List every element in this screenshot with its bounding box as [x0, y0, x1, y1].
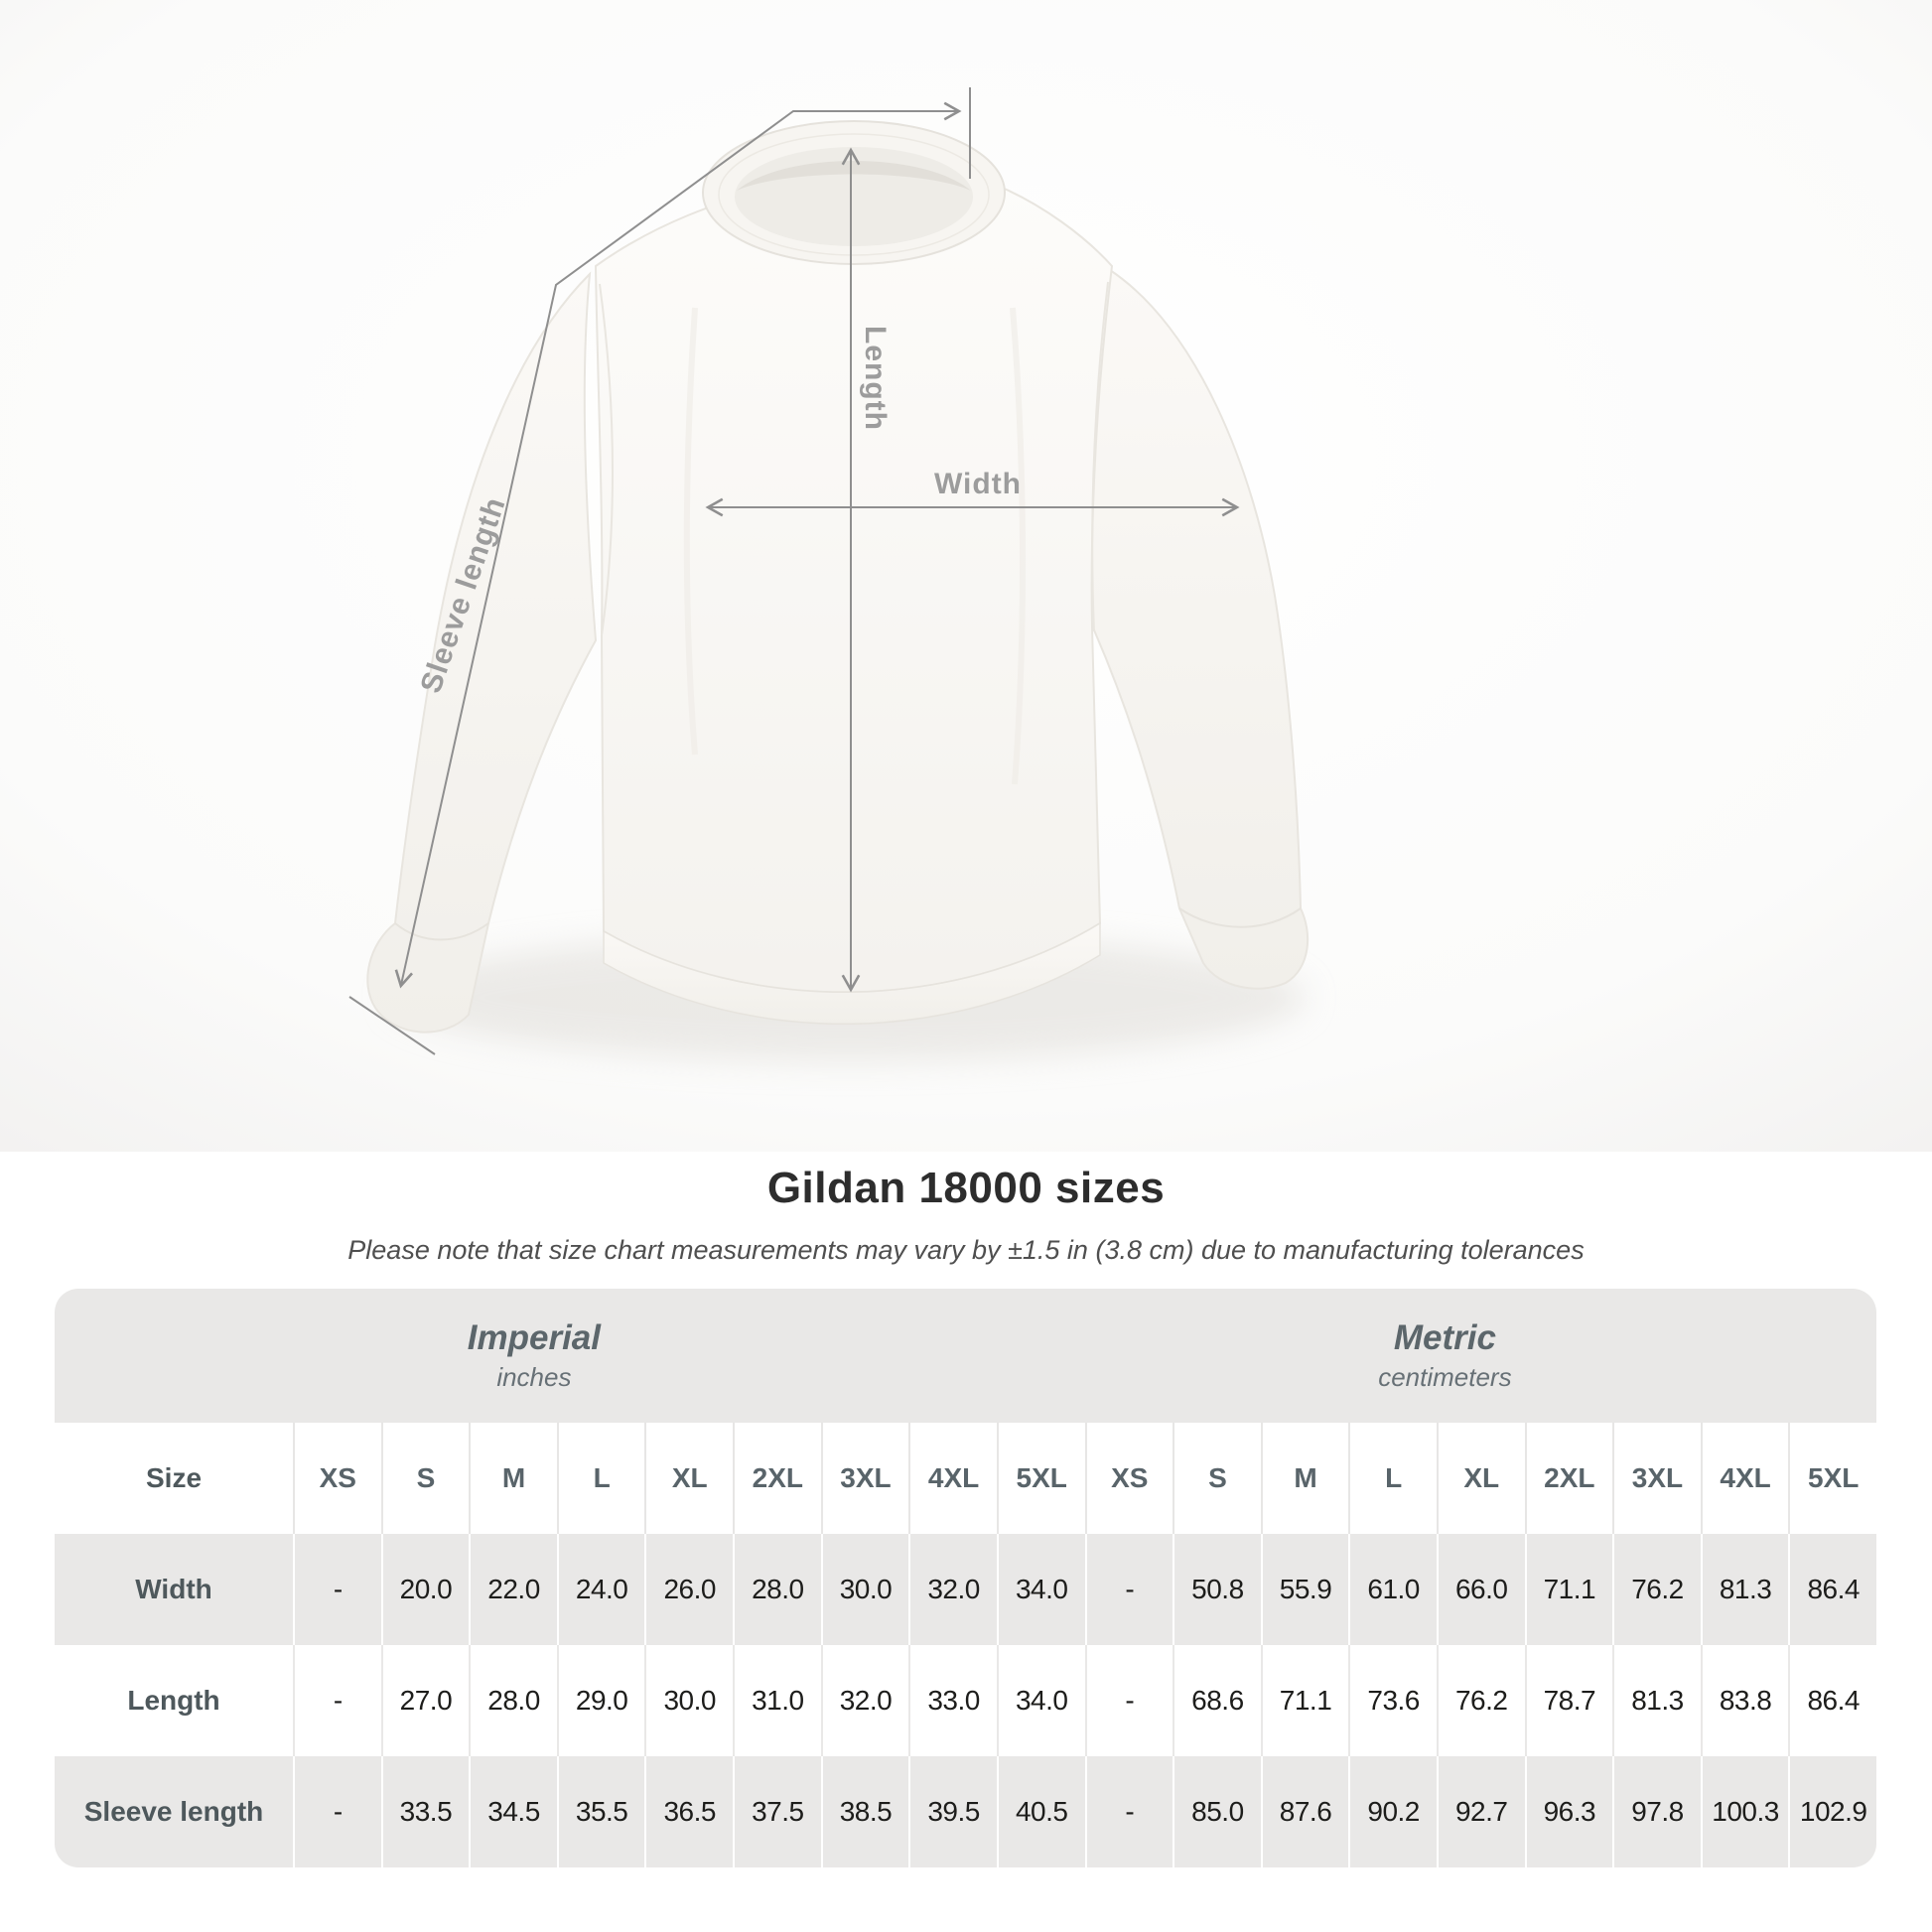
value-cell-imperial: 22.0 — [469, 1534, 557, 1645]
value-cell-metric: 76.2 — [1436, 1645, 1525, 1756]
value-cell-metric: 76.2 — [1612, 1534, 1701, 1645]
measurement-annotations — [348, 87, 1240, 1055]
size-col-metric-s: S — [1173, 1423, 1261, 1534]
sweatshirt-illustration: Length Width Sleeve length — [0, 0, 1932, 1152]
row-label: Length — [127, 1685, 220, 1716]
unit-group-header-row: Imperial inches Metric centimeters — [55, 1289, 1876, 1423]
value-cell-metric: 81.3 — [1612, 1645, 1701, 1756]
table-row-length: Length -27.0 28.0 29.0 30.0 31.0 32.0 33.0 34.0-… — [55, 1645, 1876, 1756]
value-cell-metric: 100.3 — [1700, 1756, 1789, 1867]
size-col-imperial-5xl: 5XL — [996, 1423, 1085, 1534]
size-col-imperial-xl: XL — [644, 1423, 733, 1534]
value-cell-imperial: 26.0 — [644, 1534, 733, 1645]
size-col-metric-3xl: 3XL — [1612, 1423, 1701, 1534]
value-cell-metric: 55.9 — [1260, 1534, 1349, 1645]
size-col-imperial-s: S — [380, 1423, 470, 1534]
value-cell-imperial: 27.0 — [380, 1645, 470, 1756]
value-cell-imperial: 31.0 — [733, 1645, 821, 1756]
value-cell-metric: 61.0 — [1348, 1534, 1437, 1645]
table-row-sleeve-length: Sleeve length -33.5 34.5 35.5 36.5 37.5 38.5 39… — [55, 1756, 1876, 1867]
value-cell-imperial: 35.5 — [556, 1756, 645, 1867]
metric-unit-label: centimeters — [1378, 1362, 1512, 1392]
value-cell-imperial: 39.5 — [908, 1756, 997, 1867]
value-cell-metric: 50.8 — [1173, 1534, 1261, 1645]
value-cell-imperial: 28.0 — [469, 1645, 557, 1756]
value-cell-metric: 96.3 — [1524, 1756, 1613, 1867]
value-cell-metric: 83.8 — [1700, 1645, 1789, 1756]
value-cell-imperial: 20.0 — [380, 1534, 470, 1645]
value-cell-imperial: 32.0 — [908, 1534, 997, 1645]
metric-header-label: Metric — [1393, 1318, 1496, 1357]
size-col-imperial-xs: XS — [293, 1423, 381, 1534]
value-cell-imperial: 34.0 — [996, 1534, 1085, 1645]
value-cell-metric: 86.4 — [1788, 1534, 1876, 1645]
value-cell-imperial: 34.0 — [996, 1645, 1085, 1756]
value-cell-metric: 73.6 — [1348, 1645, 1437, 1756]
row-label: Width — [135, 1574, 212, 1604]
sleeve-measure-endstop-bottom — [348, 996, 436, 1055]
value-cell-imperial: 30.0 — [820, 1534, 909, 1645]
value-cell-imperial: - — [293, 1645, 381, 1756]
row-label: Sleeve length — [83, 1796, 264, 1827]
value-cell-imperial: 28.0 — [733, 1534, 821, 1645]
value-cell-metric: 90.2 — [1348, 1756, 1437, 1867]
tolerance-note: Please note that size chart measurements… — [347, 1235, 1585, 1265]
size-col-metric-2xl: 2XL — [1524, 1423, 1613, 1534]
value-cell-metric: 71.1 — [1524, 1534, 1613, 1645]
value-cell-imperial: 24.0 — [556, 1534, 645, 1645]
size-col-metric-m: M — [1260, 1423, 1349, 1534]
size-col-metric-xs: XS — [1084, 1423, 1173, 1534]
imperial-unit-label: inches — [496, 1362, 572, 1392]
length-label: Length — [859, 326, 892, 431]
size-table: Imperial inches Metric centimeters Size … — [55, 1289, 1876, 1867]
value-cell-metric: 86.4 — [1788, 1645, 1876, 1756]
value-cell-metric: 87.6 — [1260, 1756, 1349, 1867]
value-cell-imperial: 33.0 — [908, 1645, 997, 1756]
value-cell-metric: 92.7 — [1436, 1756, 1525, 1867]
size-col-metric-5xl: 5XL — [1788, 1423, 1876, 1534]
table-row-width: Width -20.0 22.0 24.0 26.0 28.0 30.0 32.0 34.0-5… — [55, 1534, 1876, 1645]
value-cell-metric: - — [1084, 1534, 1173, 1645]
value-cell-metric: 71.1 — [1260, 1645, 1349, 1756]
value-cell-metric: 85.0 — [1173, 1756, 1261, 1867]
value-cell-imperial: 34.5 — [469, 1756, 557, 1867]
metric-header: Metric centimeters — [1014, 1289, 1876, 1423]
imperial-header-label: Imperial — [467, 1318, 601, 1357]
imperial-header: Imperial inches — [55, 1289, 1014, 1423]
size-col-metric-xl: XL — [1436, 1423, 1525, 1534]
value-cell-imperial: 33.5 — [380, 1756, 470, 1867]
value-cell-imperial: 40.5 — [996, 1756, 1085, 1867]
chart-title: Gildan 18000 sizes — [766, 1164, 1166, 1212]
value-cell-imperial: - — [293, 1756, 381, 1867]
size-header-row: Size XS S M L XL 2XL 3XL 4XL 5XL XS S M L XL 2XL 3XL 4XL… — [55, 1423, 1876, 1534]
value-cell-metric: 66.0 — [1436, 1534, 1525, 1645]
value-cell-imperial: 32.0 — [820, 1645, 909, 1756]
size-col-imperial-3xl: 3XL — [820, 1423, 909, 1534]
value-cell-imperial: 37.5 — [733, 1756, 821, 1867]
value-cell-imperial: 36.5 — [644, 1756, 733, 1867]
sleeve-measure-line — [394, 101, 962, 989]
size-col-metric-l: L — [1348, 1423, 1437, 1534]
value-cell-metric: 68.6 — [1173, 1645, 1261, 1756]
size-col-imperial-l: L — [556, 1423, 645, 1534]
size-col-imperial-2xl: 2XL — [733, 1423, 821, 1534]
value-cell-metric: - — [1084, 1645, 1173, 1756]
value-cell-imperial: 29.0 — [556, 1645, 645, 1756]
value-cell-imperial: 38.5 — [820, 1756, 909, 1867]
size-col-imperial-4xl: 4XL — [908, 1423, 997, 1534]
value-cell-metric: 102.9 — [1788, 1756, 1876, 1867]
size-col-metric-4xl: 4XL — [1700, 1423, 1789, 1534]
value-cell-imperial: - — [293, 1534, 381, 1645]
value-cell-metric: - — [1084, 1756, 1173, 1867]
value-cell-metric: 78.7 — [1524, 1645, 1613, 1756]
width-label: Width — [934, 468, 1022, 500]
size-col-imperial-m: M — [469, 1423, 557, 1534]
size-column-title: Size — [145, 1462, 203, 1493]
value-cell-metric: 81.3 — [1700, 1534, 1789, 1645]
value-cell-imperial: 30.0 — [644, 1645, 733, 1756]
value-cell-metric: 97.8 — [1612, 1756, 1701, 1867]
